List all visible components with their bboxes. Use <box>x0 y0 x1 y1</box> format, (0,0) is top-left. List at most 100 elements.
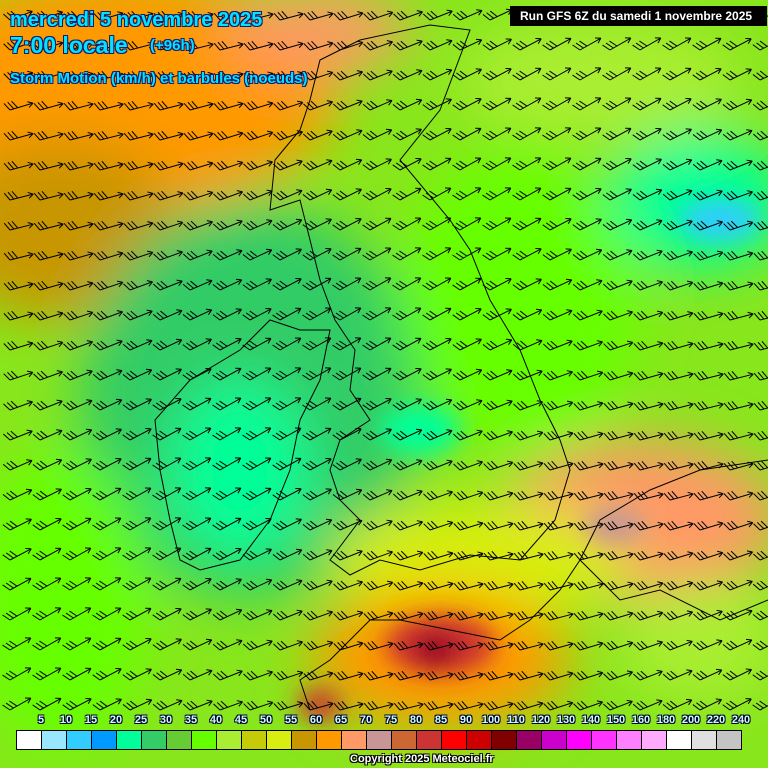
wind-barb <box>753 549 768 561</box>
wind-barb <box>363 640 394 651</box>
legend-label: 5 <box>37 714 45 726</box>
wind-barb <box>63 190 94 201</box>
wind-barb <box>452 38 483 51</box>
wind-barb <box>693 580 724 591</box>
wind-barb <box>662 128 692 141</box>
legend-swatch <box>692 731 717 749</box>
wind-barb <box>632 249 663 261</box>
wind-barb <box>452 307 482 321</box>
wind-barb <box>3 310 34 321</box>
wind-barb <box>633 370 664 381</box>
wind-barb <box>3 130 34 141</box>
legend-label: 120 <box>531 714 551 726</box>
wind-barb <box>392 98 423 111</box>
wind-barb <box>273 700 304 711</box>
wind-barb <box>62 607 92 621</box>
wind-barb <box>633 400 664 411</box>
wind-barb <box>3 100 34 111</box>
wind-barb <box>93 220 124 231</box>
wind-barb <box>212 457 242 471</box>
wind-barb <box>693 520 724 531</box>
wind-barb <box>183 220 213 231</box>
wind-barb <box>542 37 572 51</box>
wind-barb <box>33 160 64 171</box>
wind-barb <box>272 518 302 531</box>
wind-barb <box>752 68 768 81</box>
wind-barb <box>482 187 512 201</box>
wind-barb <box>3 9 33 21</box>
wind-barb <box>243 700 274 711</box>
wind-barb <box>183 130 214 141</box>
wind-barb <box>633 340 664 351</box>
wind-barb <box>453 580 484 591</box>
wind-barb <box>272 367 302 381</box>
wind-barb <box>272 307 302 321</box>
wind-barb <box>33 370 63 381</box>
wind-barb <box>753 520 768 531</box>
wind-barb <box>242 548 272 561</box>
wind-barb <box>573 370 604 381</box>
wind-barb <box>633 580 664 591</box>
wind-barb <box>452 9 483 21</box>
wind-barb <box>422 429 453 441</box>
wind-barb <box>423 490 453 501</box>
wind-barb <box>512 187 542 201</box>
wind-barb <box>242 517 272 531</box>
wind-barb <box>212 487 242 501</box>
legend-swatch <box>467 731 492 749</box>
wind-barb <box>543 490 574 501</box>
legend-label: 110 <box>507 714 525 726</box>
wind-barb <box>452 217 482 231</box>
wind-barb <box>513 610 544 621</box>
wind-barb <box>693 490 724 501</box>
legend-swatch <box>367 731 392 749</box>
legend-label: 35 <box>184 714 198 726</box>
wind-barb <box>542 127 572 141</box>
wind-barb <box>152 397 182 411</box>
wind-barb <box>663 430 694 441</box>
wind-barb <box>633 460 664 471</box>
wind-barb <box>753 430 768 441</box>
wind-barb <box>422 39 453 51</box>
legend-swatch <box>667 731 692 749</box>
wind-barb <box>392 367 422 381</box>
wind-barb <box>92 698 122 711</box>
wind-barb <box>663 460 694 471</box>
wind-barb <box>633 310 664 321</box>
wind-barb <box>272 609 303 621</box>
wind-barb <box>693 460 724 471</box>
wind-barb <box>153 100 184 111</box>
wind-barb <box>362 307 392 321</box>
wind-barb <box>92 547 122 561</box>
wind-barb <box>513 520 544 531</box>
wind-barb <box>722 159 753 171</box>
wind-barb <box>692 67 722 81</box>
wind-barb <box>752 668 768 681</box>
wind-barb <box>453 610 484 621</box>
legend-label: 80 <box>409 714 423 726</box>
wind-barb <box>93 160 124 171</box>
wind-barb <box>3 160 34 171</box>
wind-barb <box>453 550 484 561</box>
wind-barb <box>212 427 242 441</box>
wind-barb <box>573 640 604 651</box>
legend-label: 150 <box>606 714 626 726</box>
wind-barb <box>693 340 724 351</box>
lead-time: (+96h) <box>150 37 195 54</box>
wind-barb <box>573 580 604 591</box>
wind-barb <box>362 69 393 81</box>
wind-barb <box>513 400 543 411</box>
wind-barb <box>212 249 243 261</box>
wind-barb <box>452 429 483 441</box>
wind-barb <box>273 670 304 681</box>
legend-swatch <box>267 731 292 749</box>
wind-barb <box>603 550 634 561</box>
wind-barb <box>753 340 768 351</box>
wind-barb <box>243 10 274 21</box>
wind-barb <box>32 488 62 501</box>
wind-barb <box>452 97 482 111</box>
wind-barb <box>212 639 243 651</box>
wind-barb <box>33 40 64 51</box>
wind-barb <box>663 490 694 501</box>
wind-barb <box>572 187 602 201</box>
